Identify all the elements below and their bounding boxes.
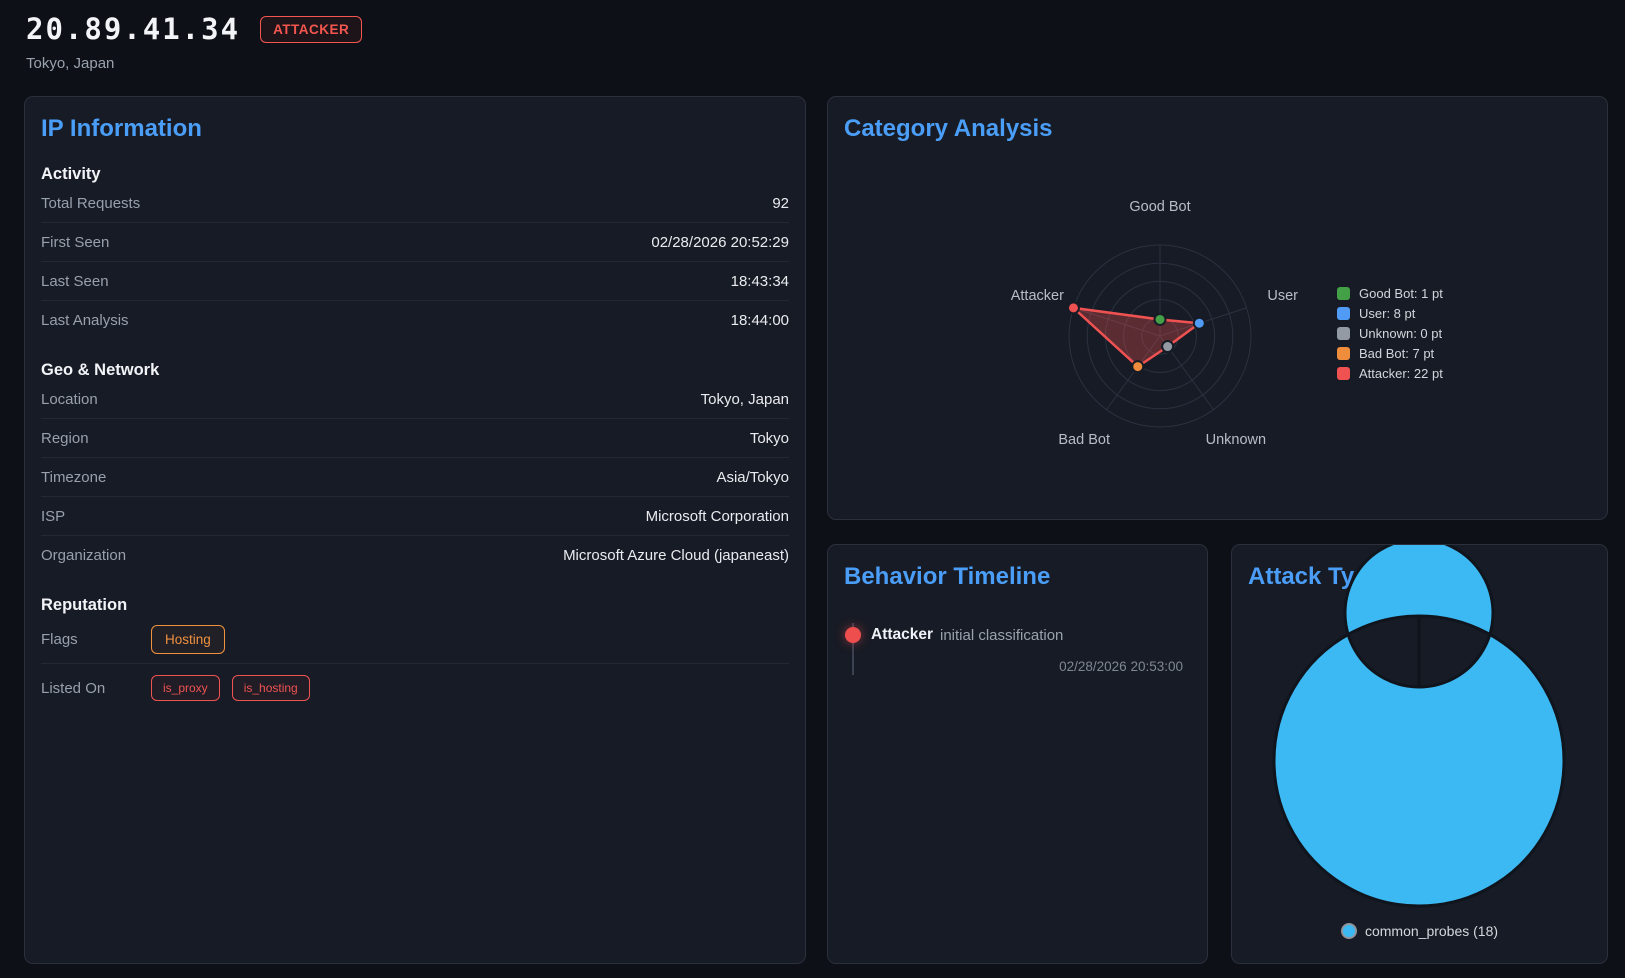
legend-marker bbox=[1340, 923, 1357, 939]
timeline-event-description: initial classification bbox=[940, 627, 1064, 644]
info-row-last-seen: Last Seen 18:43:34 bbox=[41, 262, 789, 301]
attack-types-panel: Attack Types common_probes (18) bbox=[1231, 544, 1608, 964]
ip-address: 20.89.41.34 bbox=[26, 12, 241, 46]
radar-axis-label: User bbox=[1267, 288, 1298, 304]
info-label: ISP bbox=[41, 507, 66, 525]
info-label: Listed On bbox=[41, 679, 106, 697]
info-label: Region bbox=[41, 429, 89, 447]
info-row-organization: Organization Microsoft Azure Cloud (japa… bbox=[41, 536, 789, 574]
info-label: Timezone bbox=[41, 468, 107, 486]
donut-legend-item-common-probes[interactable]: common_probes (18) bbox=[1232, 923, 1607, 939]
info-value: 02/28/2026 20:52:29 bbox=[651, 233, 789, 251]
info-value: Microsoft Corporation bbox=[645, 507, 789, 525]
category-radar-chart: Good Bot User Unknown Bad Bot Attacker bbox=[1011, 199, 1298, 448]
radar-axis-label: Attacker bbox=[1011, 288, 1064, 304]
ip-location: Tokyo, Japan bbox=[26, 55, 115, 72]
legend-label: Good Bot: 1 pt bbox=[1359, 286, 1443, 301]
info-row-timezone: Timezone Asia/Tokyo bbox=[41, 458, 789, 497]
legend-swatch bbox=[1337, 367, 1350, 380]
listed-badge-is-proxy: is_proxy bbox=[151, 675, 220, 701]
classification-badge: ATTACKER bbox=[260, 15, 363, 43]
radar-axis-label: Unknown bbox=[1206, 432, 1266, 448]
page-header: 20.89.41.34 ATTACKER Tokyo, Japan bbox=[26, 12, 363, 72]
info-value: 18:44:00 bbox=[730, 311, 789, 329]
section-title-reputation: Reputation bbox=[41, 596, 128, 614]
radar-axis-label: Bad Bot bbox=[1058, 432, 1110, 448]
info-row-location: Location Tokyo, Japan bbox=[41, 380, 789, 419]
legend-swatch bbox=[1337, 287, 1350, 300]
reputation-row-listed-on: Listed On is_proxy is_hosting bbox=[41, 664, 789, 712]
section-title-geo-network: Geo & Network bbox=[41, 361, 160, 379]
info-value: Asia/Tokyo bbox=[716, 468, 789, 486]
info-value: 92 bbox=[772, 194, 789, 212]
panel-title-behavior-timeline: Behavior Timeline bbox=[844, 563, 1051, 590]
info-row-first-seen: First Seen 02/28/2026 20:52:29 bbox=[41, 223, 789, 262]
behavior-timeline-panel: Behavior Timeline Attacker initial class… bbox=[827, 544, 1208, 964]
timeline-event-category: Attacker bbox=[871, 626, 934, 643]
legend-label: common_probes (18) bbox=[1364, 923, 1499, 939]
ip-information-panel: IP Information Activity Total Requests 9… bbox=[24, 96, 806, 964]
panel-title-category-analysis: Category Analysis bbox=[844, 115, 1053, 142]
section-title-activity: Activity bbox=[41, 165, 101, 183]
info-value: Tokyo bbox=[749, 429, 789, 447]
legend-swatch bbox=[1337, 347, 1350, 360]
listed-badge-is-hosting: is_hosting bbox=[231, 675, 310, 701]
legend-item-bad-bot[interactable]: Bad Bot: 7 pt bbox=[1337, 346, 1443, 361]
legend-item-attacker[interactable]: Attacker: 22 pt bbox=[1337, 366, 1443, 381]
info-label: Total Requests bbox=[41, 194, 141, 212]
info-label: Location bbox=[41, 390, 98, 408]
info-row-last-analysis: Last Analysis 18:44:00 bbox=[41, 301, 789, 339]
info-label: Flags bbox=[41, 630, 78, 648]
info-label: Last Analysis bbox=[41, 311, 129, 329]
timeline-rail bbox=[852, 623, 854, 675]
info-row-isp: ISP Microsoft Corporation bbox=[41, 497, 789, 536]
legend-label: User: 8 pt bbox=[1359, 306, 1416, 321]
radar-legend: Good Bot: 1 pt User: 8 pt Unknown: 0 pt … bbox=[1337, 286, 1443, 387]
info-value: 18:43:34 bbox=[730, 272, 789, 290]
reputation-row-flags: Flags Hosting bbox=[41, 615, 789, 664]
legend-item-good-bot[interactable]: Good Bot: 1 pt bbox=[1337, 286, 1443, 301]
info-value: Tokyo, Japan bbox=[700, 390, 789, 408]
radar-axis-label: Good Bot bbox=[1129, 199, 1190, 215]
category-analysis-panel: Category Analysis Good Bot User Unknown Bad… bbox=[827, 96, 1608, 520]
panel-title-attack-types: Attack Types bbox=[1248, 563, 1396, 590]
info-row-region: Region Tokyo bbox=[41, 419, 789, 458]
legend-label: Unknown: 0 pt bbox=[1359, 326, 1443, 341]
info-label: First Seen bbox=[41, 233, 110, 251]
info-label: Last Seen bbox=[41, 272, 109, 290]
panel-title-ip-information: IP Information bbox=[41, 115, 202, 142]
legend-label: Attacker: 22 pt bbox=[1359, 366, 1443, 381]
legend-swatch bbox=[1337, 327, 1350, 340]
legend-item-unknown[interactable]: Unknown: 0 pt bbox=[1337, 326, 1443, 341]
timeline-event-timestamp: 02/28/2026 20:53:00 bbox=[1059, 659, 1183, 674]
attack-types-donut-chart bbox=[1272, 545, 1566, 908]
legend-item-user[interactable]: User: 8 pt bbox=[1337, 306, 1443, 321]
info-row-total-requests: Total Requests 92 bbox=[41, 184, 789, 223]
legend-label: Bad Bot: 7 pt bbox=[1359, 346, 1435, 361]
info-label: Organization bbox=[41, 546, 127, 564]
info-value: Microsoft Azure Cloud (japaneast) bbox=[563, 546, 789, 564]
legend-swatch bbox=[1337, 307, 1350, 320]
flag-badge-hosting: Hosting bbox=[151, 624, 225, 654]
timeline-event-dot bbox=[845, 627, 861, 643]
